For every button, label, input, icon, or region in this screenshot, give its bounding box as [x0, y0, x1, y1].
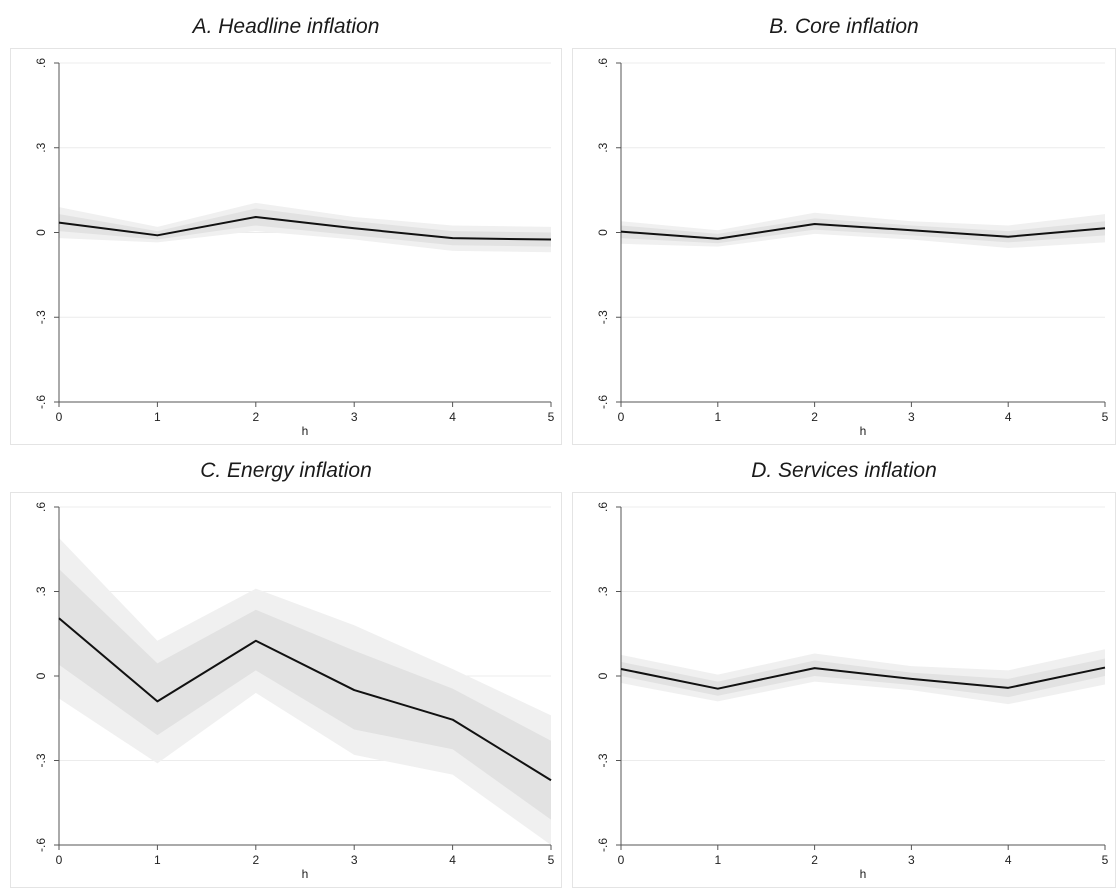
- x-tick-label: 2: [811, 410, 818, 424]
- y-tick-label: -.3: [596, 753, 610, 767]
- inner-confidence-band: [621, 218, 1105, 244]
- x-tick-label: 0: [618, 853, 625, 867]
- y-tick-label: .6: [596, 502, 610, 512]
- x-tick-label: 2: [252, 853, 259, 867]
- x-tick-label: 1: [154, 410, 161, 424]
- plot-area: .6 .3 0 -.3 -.6 0 1 2 3 4 5 h: [572, 48, 1116, 445]
- y-tick-label: -.6: [596, 395, 610, 409]
- panel-title: D. Services inflation: [751, 459, 937, 482]
- x-tick-label: 1: [154, 853, 161, 867]
- panel-energy-inflation: C. Energy inflation .6 .3 0 -.3 -.6 0 1 2 3 4 5 h: [10, 458, 562, 888]
- y-tick-label: 0: [596, 672, 610, 679]
- x-axis-title: h: [860, 867, 867, 881]
- x-axis-title: h: [860, 424, 867, 438]
- y-tick-label: 0: [34, 229, 48, 236]
- line-chart-services: .6 .3 0 -.3 -.6 0 1 2 3 4 5 h: [596, 502, 1109, 881]
- x-tick-label: 5: [1102, 853, 1109, 867]
- y-tick-label: 0: [596, 229, 610, 236]
- inner-confidence-band: [59, 208, 551, 247]
- y-tick-label: .6: [596, 58, 610, 68]
- x-tick-label: 1: [714, 410, 721, 424]
- y-tick-label: -.6: [34, 395, 48, 409]
- x-tick-label: 5: [548, 853, 555, 867]
- y-tick-label: 0: [34, 672, 48, 679]
- panel-headline-inflation: A. Headline inflation .6 .3 0 -.3 -.6 0 1 2 3 4 5 h: [10, 14, 562, 445]
- y-tick-label: -.3: [596, 310, 610, 324]
- series-line-0: [58, 215, 552, 241]
- x-tick-label: 4: [1005, 853, 1012, 867]
- x-axis-title: h: [302, 867, 309, 881]
- line-chart-energy: .6 .3 0 -.3 -.6 0 1 2 3 4 5 h: [34, 502, 555, 881]
- x-tick-label: 3: [351, 410, 358, 424]
- x-tick-label: 0: [618, 410, 625, 424]
- plot-area: .6 .3 0 -.3 -.6 0 1 2 3 4 5 h: [572, 492, 1116, 888]
- y-tick-label: .3: [596, 142, 610, 152]
- y-tick-label: .6: [34, 502, 48, 512]
- panel-title: A. Headline inflation: [192, 15, 380, 38]
- x-tick-label: 5: [1102, 410, 1109, 424]
- x-tick-label: 0: [56, 410, 63, 424]
- y-tick-label: -.3: [34, 753, 48, 767]
- y-tick-label: -.6: [34, 838, 48, 852]
- series-line-0: [620, 666, 1106, 690]
- line-chart-core: .6 .3 0 -.3 -.6 0 1 2 3 4 5 h: [596, 58, 1109, 438]
- x-tick-label: 0: [56, 853, 63, 867]
- y-tick-label: .3: [34, 586, 48, 596]
- line-chart-headline: .6 .3 0 -.3 -.6 0 1 2 3 4 5 h: [34, 58, 555, 438]
- x-tick-label: 4: [449, 410, 456, 424]
- inner-confidence-band: [59, 568, 551, 820]
- y-tick-label: .3: [34, 142, 48, 152]
- x-tick-label: 1: [714, 853, 721, 867]
- x-tick-label: 4: [1005, 410, 1012, 424]
- x-tick-label: 3: [908, 853, 915, 867]
- plot-area: .6 .3 0 -.3 -.6 0 1 2 3 4 5 h: [10, 492, 562, 888]
- y-tick-label: .6: [34, 58, 48, 68]
- y-tick-label: -.6: [596, 838, 610, 852]
- series-line-0: [620, 223, 1106, 240]
- panel-title: C. Energy inflation: [200, 459, 372, 482]
- x-tick-label: 2: [252, 410, 259, 424]
- inner-confidence-band: [621, 658, 1105, 698]
- x-tick-label: 3: [351, 853, 358, 867]
- panel-core-inflation: B. Core inflation .6 .3 0 -.3 -.6 0 1 2 3 4 5 h: [572, 14, 1116, 445]
- plot-area: .6 .3 0 -.3 -.6 0 1 2 3 4 5 h: [10, 48, 562, 445]
- x-axis-title: h: [302, 424, 309, 438]
- series-line-0: [58, 617, 552, 782]
- panel-services-inflation: D. Services inflation .6 .3 0 -.3 -.6 0 1 2 3 4 5 h: [572, 458, 1116, 888]
- y-tick-label: -.3: [34, 310, 48, 324]
- x-tick-label: 3: [908, 410, 915, 424]
- panel-title: B. Core inflation: [769, 15, 919, 38]
- x-tick-label: 2: [811, 853, 818, 867]
- x-tick-label: 5: [548, 410, 555, 424]
- y-tick-label: .3: [596, 586, 610, 596]
- x-tick-label: 4: [449, 853, 456, 867]
